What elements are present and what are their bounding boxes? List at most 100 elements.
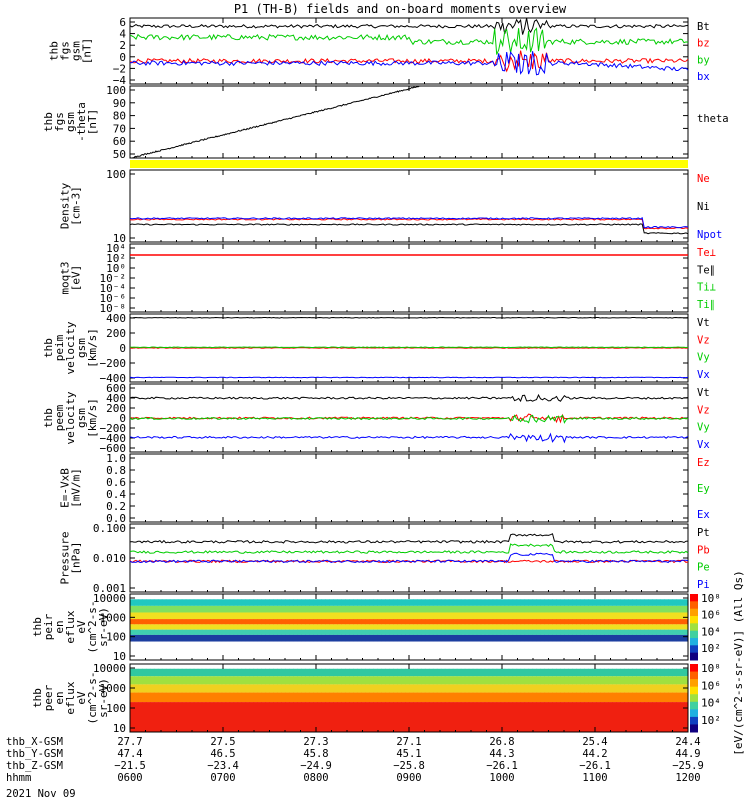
peir-cell	[660, 634, 665, 642]
peer-cell	[205, 702, 211, 732]
peer-cell	[604, 702, 609, 732]
peir-cell	[265, 634, 270, 642]
peir-cell	[225, 619, 231, 625]
peir-cell	[361, 634, 366, 642]
peer-cell	[452, 692, 458, 703]
peer-cell	[349, 692, 354, 703]
peir-cell	[620, 605, 625, 613]
peer-cell	[600, 702, 605, 732]
peir-cell	[532, 619, 538, 625]
efield-ytick-label: 0.8	[106, 464, 126, 477]
fgs_gsm-ytick-label: 6	[119, 16, 126, 29]
peir-cell	[305, 619, 310, 625]
peir-cell	[165, 619, 171, 625]
peir-cell	[672, 634, 677, 642]
peer-cell	[432, 684, 438, 693]
colorbar-bottom-swatch	[690, 679, 698, 688]
peir-cell	[161, 619, 167, 625]
peir-cell	[464, 624, 470, 630]
peer-cell	[229, 702, 235, 732]
peer-cell	[588, 676, 593, 685]
peir-cell	[345, 605, 350, 613]
peir-cell	[596, 619, 601, 625]
peer-cell	[181, 692, 187, 703]
peer-cell	[480, 692, 486, 703]
peer-cell	[221, 668, 227, 677]
moqt3-ylabel-line: moqt3	[59, 261, 72, 294]
peer-cell	[193, 684, 199, 693]
peir-cell	[632, 634, 637, 642]
peir-cell	[660, 629, 665, 635]
pressure-legend-3: Pi	[697, 579, 710, 591]
peer-cell	[508, 668, 514, 677]
peir-cell	[205, 624, 211, 630]
peir-cell	[369, 612, 374, 620]
peir-cell	[564, 599, 569, 606]
peer-cell	[149, 676, 155, 685]
peer-cell	[225, 668, 231, 677]
peer-cell	[393, 702, 398, 732]
peir-cell	[130, 619, 135, 625]
peir-cell	[560, 612, 565, 620]
peer-cell	[660, 702, 665, 732]
peir-cell	[177, 624, 183, 630]
peir-cell	[369, 624, 374, 630]
peer-cell	[257, 676, 263, 685]
peir-cell	[149, 634, 155, 642]
peer-cell	[357, 684, 362, 693]
peir-cell	[309, 624, 314, 630]
peer-cell	[468, 692, 474, 703]
peer-cell	[201, 676, 207, 685]
peir-cell	[317, 612, 322, 620]
peer-cell	[664, 692, 669, 703]
peir-cell	[648, 634, 653, 642]
peer-cell	[241, 692, 247, 703]
peir-cell	[620, 624, 625, 630]
peir-cell	[289, 599, 294, 606]
peir-cell	[656, 619, 661, 625]
peir-cell	[293, 629, 298, 635]
peir-cell	[389, 634, 394, 642]
peir-cell	[492, 624, 498, 630]
peir-cell	[628, 634, 633, 642]
footer-value: 0800	[303, 772, 328, 784]
peer-cell	[197, 668, 203, 677]
colorbar-label: [eV/(cm^2-s-sr-eV)] (All Qs)	[732, 570, 745, 755]
peir-cell	[552, 634, 557, 642]
peer-cell	[141, 702, 147, 732]
peer-cell	[620, 692, 625, 703]
peir-cell	[365, 612, 370, 620]
peir-cell	[664, 599, 669, 606]
peer-cell	[452, 676, 458, 685]
peir-cell	[301, 629, 306, 635]
peer-cell	[177, 676, 183, 685]
peir-cell	[624, 624, 629, 630]
peer-cell	[488, 702, 494, 732]
peir-cell	[373, 612, 378, 620]
peir-cell	[201, 605, 207, 613]
peir-cell	[504, 599, 510, 606]
peer-cell	[157, 702, 163, 732]
peir-cell	[672, 629, 677, 635]
peir-cell	[265, 612, 270, 620]
peer-cell	[492, 692, 498, 703]
peir-cell	[145, 599, 151, 606]
peir-cell	[460, 634, 466, 642]
peer-cell	[636, 702, 641, 732]
peir-cell	[165, 612, 171, 620]
peer-cell	[472, 668, 478, 677]
peir-cell	[548, 629, 553, 635]
peer-cell	[452, 668, 458, 677]
peer-cell	[476, 692, 482, 703]
peer-cell	[532, 702, 538, 732]
efield-legend-2: Ex	[697, 509, 710, 521]
peer-cell	[568, 692, 573, 703]
peir-cell	[189, 612, 195, 620]
peir-cell	[544, 629, 549, 635]
peem_velocity-ytick-label: −200	[100, 422, 127, 435]
peer-cell	[528, 692, 534, 703]
peir-cell	[444, 624, 450, 630]
peir-cell	[365, 634, 370, 642]
fgs_gsm_theta-ylabel-line: [nT]	[86, 109, 99, 136]
